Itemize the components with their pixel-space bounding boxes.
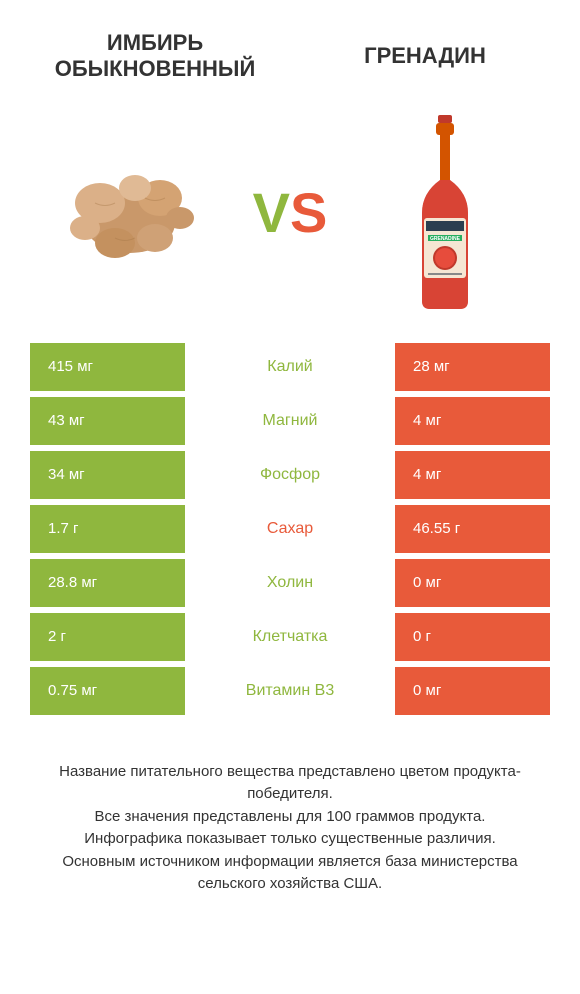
nutrient-label: Фосфор (185, 451, 395, 499)
vs-v-letter: V (253, 181, 290, 244)
left-product-image (30, 148, 240, 278)
left-value-cell: 415 мг (30, 343, 185, 391)
footer-line-2: Все значения представлены для 100 граммо… (30, 806, 550, 829)
header: Имбирь обыкновенный Гренадин (0, 0, 580, 93)
footer-line-1: Название питательного вещества представл… (30, 761, 550, 806)
footer-notes: Название питательного вещества представл… (0, 721, 580, 896)
left-value-cell: 28.8 мг (30, 559, 185, 607)
right-value-cell: 0 г (395, 613, 550, 661)
right-product-image: GRENADINE (340, 113, 550, 313)
table-row: 0.75 мгВитамин B30 мг (30, 667, 550, 715)
nutrient-label: Калий (185, 343, 395, 391)
table-row: 28.8 мгХолин0 мг (30, 559, 550, 607)
right-value-cell: 0 мг (395, 559, 550, 607)
right-product-title: Гренадин (290, 43, 560, 69)
right-product-header: Гренадин (290, 43, 560, 69)
vs-s-letter: S (290, 181, 327, 244)
ginger-icon (55, 148, 215, 278)
right-value-cell: 4 мг (395, 397, 550, 445)
table-row: 2 гКлетчатка0 г (30, 613, 550, 661)
left-value-cell: 0.75 мг (30, 667, 185, 715)
svg-text:GRENADINE: GRENADINE (430, 236, 461, 242)
footer-line-3: Инфографика показывает только существенн… (30, 828, 550, 851)
left-product-title: Имбирь обыкновенный (20, 30, 290, 83)
left-value-cell: 1.7 г (30, 505, 185, 553)
nutrient-label: Холин (185, 559, 395, 607)
right-value-cell: 28 мг (395, 343, 550, 391)
right-value-cell: 46.55 г (395, 505, 550, 553)
nutrient-label: Клетчатка (185, 613, 395, 661)
left-value-cell: 34 мг (30, 451, 185, 499)
bottle-icon: GRENADINE (410, 113, 480, 313)
footer-line-4: Основным источником информации является … (30, 851, 550, 896)
vs-label: VS (240, 185, 340, 241)
left-product-header: Имбирь обыкновенный (20, 30, 290, 83)
images-row: VS GRENADINE (0, 93, 580, 343)
nutrient-label: Сахар (185, 505, 395, 553)
nutrient-label: Витамин B3 (185, 667, 395, 715)
table-row: 43 мгМагний4 мг (30, 397, 550, 445)
left-value-cell: 43 мг (30, 397, 185, 445)
comparison-table: 415 мгКалий28 мг43 мгМагний4 мг34 мгФосф… (0, 343, 580, 715)
table-row: 1.7 гСахар46.55 г (30, 505, 550, 553)
nutrient-label: Магний (185, 397, 395, 445)
table-row: 34 мгФосфор4 мг (30, 451, 550, 499)
left-value-cell: 2 г (30, 613, 185, 661)
table-row: 415 мгКалий28 мг (30, 343, 550, 391)
right-value-cell: 4 мг (395, 451, 550, 499)
right-value-cell: 0 мг (395, 667, 550, 715)
